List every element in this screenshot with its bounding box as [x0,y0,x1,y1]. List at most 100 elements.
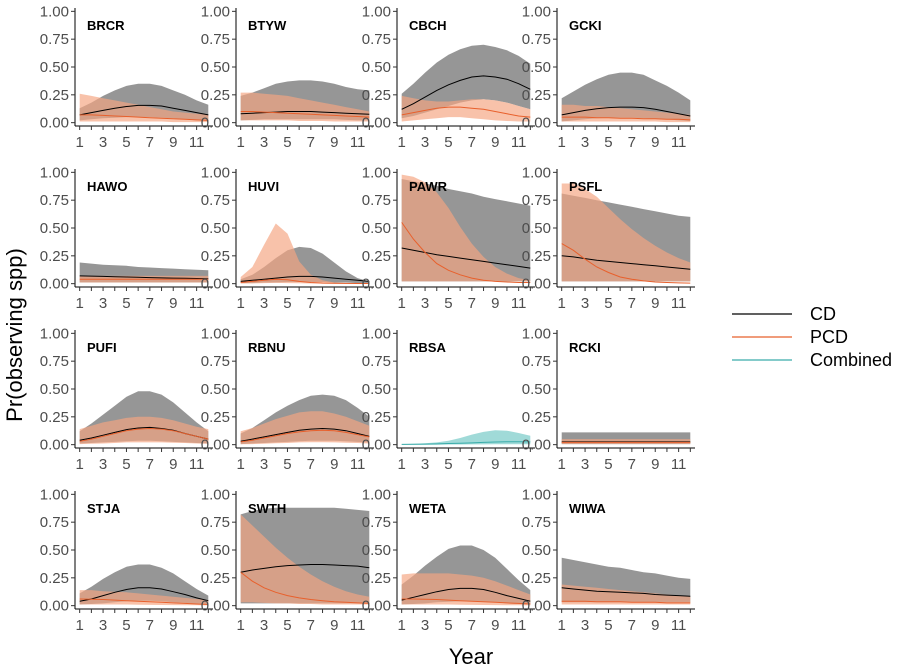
x-tick-label: 5 [283,456,291,473]
x-tick-label: 7 [307,295,315,312]
line-pcd [561,600,691,604]
y-tick-label: 1.00 [201,325,230,342]
y-tick-label: 0.25 [522,248,551,265]
x-tick-label: 5 [283,617,291,634]
x-tick-label: 11 [189,456,205,473]
x-tick-label: 1 [398,617,406,634]
y-tick-label: 0.00 [522,437,551,454]
line-cd [240,275,370,282]
x-tick-label: 9 [651,295,659,312]
y-tick-label: 1.00 [201,3,230,20]
y-tick-label: 0.50 [40,381,69,398]
x-tick-label: 7 [307,134,315,151]
panel-weta: 0.00 0.25 0.50 0.75 1.00 1 3 5 7 9 11 WETA [362,486,535,634]
line-pcd [561,243,691,284]
x-tick-label: 11 [189,134,205,151]
y-tick-label: 0.00 [362,115,391,132]
x-tick-label: 5 [444,617,452,634]
panel-title: SWTH [248,501,286,516]
x-tick-label: 5 [122,134,130,151]
x-tick-label: 7 [146,134,154,151]
legend-label: CD [810,304,836,324]
line-pcd [79,427,209,442]
band-pcd [561,183,691,282]
x-tick-label: 3 [99,295,107,312]
x-tick-label: 1 [237,295,245,312]
y-tick-label: 1.00 [522,325,551,342]
x-tick-label: 9 [491,617,499,634]
x-tick-label: 5 [283,295,291,312]
x-tick-label: 9 [651,134,659,151]
panel-title: RBNU [248,340,286,355]
line-pcd [240,278,370,284]
x-tick-label: 9 [651,617,659,634]
x-tick-label: 11 [511,456,527,473]
band-pcd [79,416,209,445]
x-tick-label: 3 [260,134,268,151]
x-tick-label: 7 [628,134,636,151]
line-combined [401,441,531,445]
x-axis-title: Year [449,644,493,669]
y-tick-label: 0.50 [362,381,391,398]
legend-entry-pcd: PCD [732,327,848,347]
legend-entry-combined: Combined [732,350,892,370]
y-tick-label: 1.00 [40,486,69,503]
x-tick-label: 1 [558,617,566,634]
band-pcd [561,584,691,605]
y-axis-title: Pr(observing spp) [2,248,27,422]
x-tick-label: 1 [76,295,84,312]
legend-label: Combined [810,350,892,370]
y-tick-label: 0.00 [362,276,391,293]
y-tick-label: 1.00 [40,325,69,342]
x-tick-label: 3 [260,295,268,312]
y-tick-label: 0.75 [362,192,391,209]
x-tick-label: 3 [581,295,589,312]
y-tick-label: 0.25 [40,248,69,265]
panel-title: PAWR [409,179,448,194]
panel-rbsa: 0.00 0.25 0.50 0.75 1.00 1 3 5 7 9 11 RBSA [362,325,535,473]
y-tick-label: 1.00 [40,164,69,181]
y-tick-label: 1.00 [522,486,551,503]
line-cd [240,564,370,573]
x-tick-label: 9 [651,456,659,473]
y-tick-label: 0.75 [40,353,69,370]
y-tick-label: 1.00 [362,325,391,342]
line-cd [561,106,691,117]
y-tick-label: 0.50 [201,381,230,398]
x-tick-label: 7 [628,295,636,312]
panel-title: HAWO [87,179,127,194]
y-tick-label: 0.50 [362,59,391,76]
x-tick-label: 11 [511,295,527,312]
y-tick-label: 0.75 [522,514,551,531]
x-tick-label: 3 [99,617,107,634]
x-tick-label: 11 [511,617,527,634]
x-tick-label: 3 [581,134,589,151]
y-tick-label: 0.75 [201,31,230,48]
y-tick-label: 0.00 [201,276,230,293]
x-tick-label: 7 [628,456,636,473]
x-tick-label: 1 [237,617,245,634]
panel-cbch: 0.00 0.25 0.50 0.75 1.00 1 3 5 7 9 11 CBCH [362,3,535,151]
x-tick-label: 9 [330,617,338,634]
panel-pufi: 0.00 0.25 0.50 0.75 1.00 1 3 5 7 9 11 PUFI [40,325,213,473]
y-tick-label: 0.50 [522,542,551,559]
panel-brcr: 0.00 0.25 0.50 0.75 1.00 1 3 5 7 9 11 BRCR [40,3,213,151]
y-tick-label: 0.00 [522,276,551,293]
band-pcd [401,174,531,282]
x-tick-label: 1 [558,295,566,312]
x-tick-label: 11 [350,617,366,634]
legend-entry-cd: CD [732,304,836,324]
y-tick-label: 0.25 [201,570,230,587]
x-tick-label: 3 [581,456,589,473]
x-tick-label: 1 [558,134,566,151]
y-tick-label: 0.00 [201,437,230,454]
panel-title: STJA [87,501,121,516]
y-tick-label: 0.50 [40,220,69,237]
line-pcd [401,598,531,605]
y-tick-label: 0.00 [40,598,69,615]
y-tick-label: 0.75 [40,31,69,48]
x-tick-label: 11 [671,295,687,312]
panel-pawr: 0.00 0.25 0.50 0.75 1.00 1 3 5 7 9 11 PAWR [362,164,535,312]
panel-swth: 0.00 0.25 0.50 0.75 1.00 1 3 5 7 9 11 SWTH [201,486,374,634]
